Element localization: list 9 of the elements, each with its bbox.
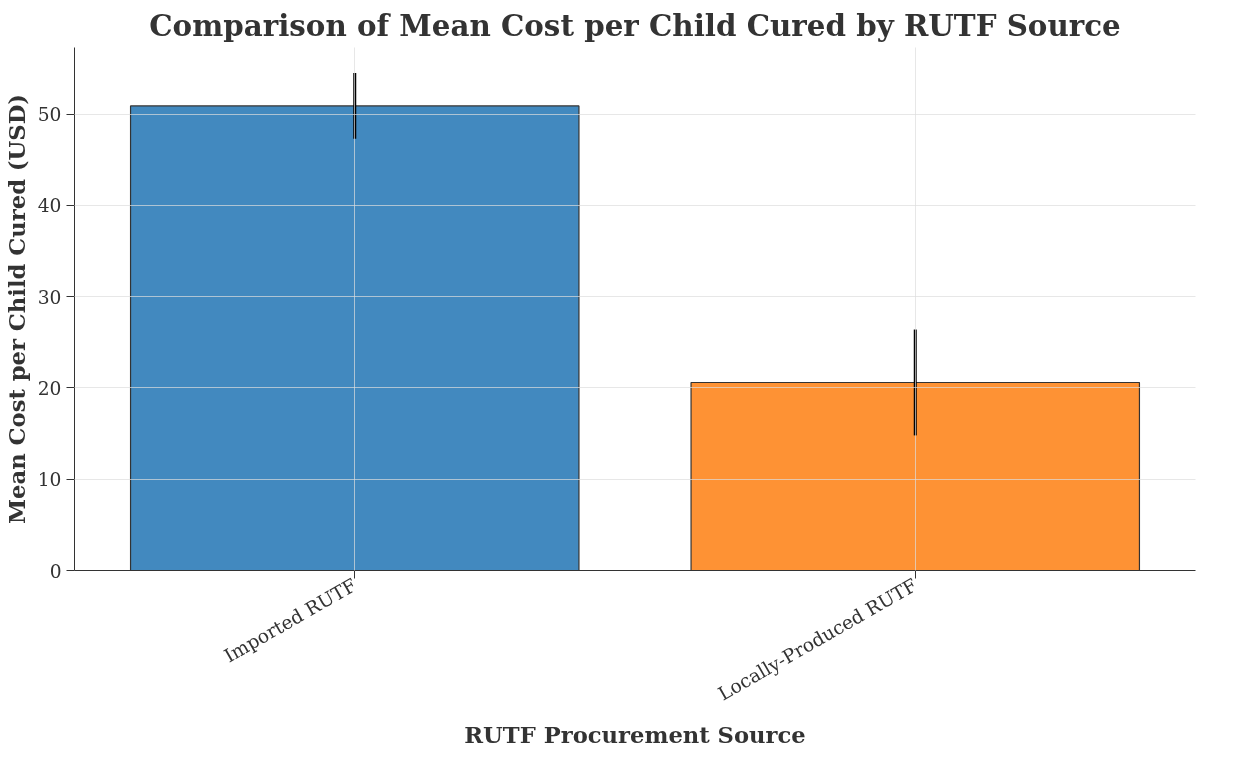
y-tick-label: 40 bbox=[37, 195, 62, 217]
chart-title: Comparison of Mean Cost per Child Cured by RUTF Source bbox=[149, 7, 1121, 43]
y-tick-label: 0 bbox=[49, 560, 62, 582]
y-tick-label: 50 bbox=[37, 104, 62, 126]
y-axis-title: Mean Cost per Child Cured (USD) bbox=[3, 93, 30, 525]
y-tick-label: 20 bbox=[37, 377, 62, 399]
y-tick-label: 10 bbox=[37, 469, 62, 491]
y-tick-label: 30 bbox=[37, 286, 62, 308]
x-axis-title: RUTF Procurement Source bbox=[464, 721, 806, 748]
